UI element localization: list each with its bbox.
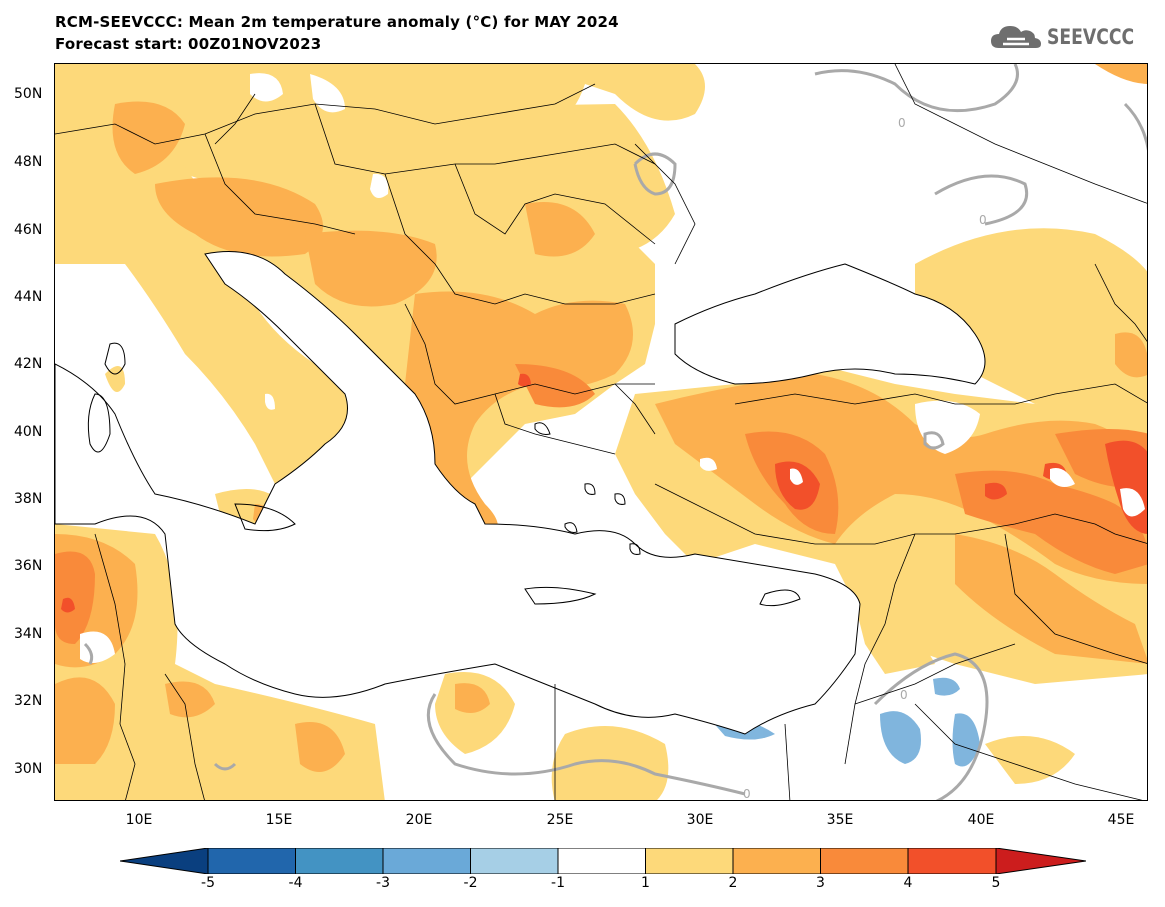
- lat-label: 30N: [14, 761, 43, 777]
- zero-anomaly-contours: [83, 64, 1147, 800]
- temperature-anomaly-map: 0 0 0 0: [55, 64, 1147, 801]
- forecast-start-subtitle: Forecast start: 00Z01NOV2023: [55, 35, 322, 53]
- lon-label: 10E: [125, 812, 153, 828]
- contour-labels: 0 0 0 0: [743, 116, 987, 801]
- colorbar-segment: [120, 848, 209, 874]
- lat-label: 40N: [14, 424, 43, 440]
- lon-label: 45E: [1107, 812, 1135, 828]
- contour-label: 0: [900, 688, 908, 702]
- lon-label: 15E: [265, 812, 293, 828]
- lon-label: 25E: [546, 812, 574, 828]
- lat-label: 48N: [14, 154, 43, 170]
- lon-label: 30E: [686, 812, 714, 828]
- map-title: RCM-SEEVCCC: Mean 2m temperature anomaly…: [55, 13, 619, 31]
- contour-label: 0: [979, 213, 987, 227]
- cloud-icon: [990, 26, 1041, 48]
- colorbar-label: 5: [991, 875, 1001, 891]
- map-frame: 0 0 0 0: [54, 63, 1148, 801]
- logo-text: SEEVCCC: [1046, 25, 1134, 49]
- colorbar-label: -4: [288, 875, 303, 891]
- colorbar-label: -1: [551, 875, 565, 891]
- colorbar-segment: [645, 848, 734, 874]
- lat-label: 42N: [14, 356, 43, 372]
- colorbar-segment: [557, 848, 646, 874]
- lat-label: 44N: [14, 289, 43, 305]
- lat-label: 46N: [14, 222, 43, 238]
- colorbar: [120, 848, 1086, 874]
- seevccc-logo: SEEVCCC: [989, 22, 1153, 52]
- lon-label: 20E: [405, 812, 433, 828]
- islands: [87, 342, 801, 607]
- colorbar-label: -3: [376, 875, 390, 891]
- colorbar-segment: [470, 848, 559, 874]
- colorbar-segment: [382, 848, 471, 874]
- colorbar-segment: [995, 848, 1086, 874]
- lat-label: 36N: [14, 558, 43, 574]
- colorbar-segment: [295, 848, 384, 874]
- colorbar-label: 2: [728, 875, 738, 891]
- colorbar-segment: [207, 848, 296, 874]
- lat-label: 32N: [14, 693, 43, 709]
- contour-label: 0: [743, 787, 751, 801]
- lon-label: 35E: [826, 812, 854, 828]
- colorbar-label: -2: [463, 875, 478, 891]
- colorbar-label: 3: [816, 875, 825, 891]
- colorbar-label: 4: [903, 875, 913, 891]
- anomaly-field-2-3: [55, 64, 1147, 772]
- lat-label: 38N: [14, 491, 43, 507]
- colorbar-label: 1: [641, 875, 650, 891]
- sea-areas: [55, 251, 986, 735]
- colorbar-segment: [820, 848, 909, 874]
- lat-label: 50N: [14, 86, 43, 102]
- colorbar-label: -5: [201, 875, 215, 891]
- colorbar-segment: [907, 848, 997, 874]
- country-borders: [55, 64, 1147, 800]
- near-zero-gaps: [80, 73, 1145, 663]
- contour-label: 0: [898, 116, 906, 130]
- lon-label: 40E: [967, 812, 995, 828]
- lat-label: 34N: [14, 626, 43, 642]
- negative-anomaly-patches: [710, 677, 980, 767]
- colorbar-segment: [732, 848, 821, 874]
